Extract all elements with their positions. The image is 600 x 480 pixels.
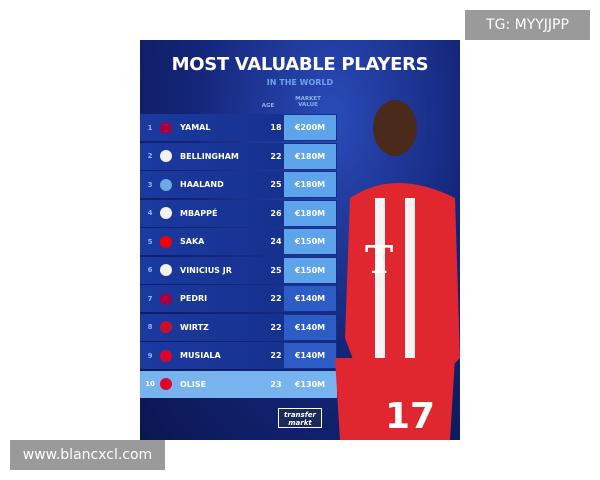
transfermarkt-logo: transfer markt	[278, 408, 322, 428]
player-age: 22	[270, 322, 282, 332]
club-crest-icon	[160, 121, 172, 134]
market-value: €140M	[284, 286, 336, 311]
player-age: 23	[270, 379, 282, 389]
player-age: 25	[270, 265, 282, 275]
market-value: €180M	[284, 200, 336, 226]
club-crest-icon	[160, 321, 172, 333]
club-crest-icon	[160, 349, 172, 362]
watermark-bottom: www.blancxcl.com	[10, 440, 165, 470]
market-value: €150M	[284, 257, 336, 283]
rank: 4	[147, 209, 153, 217]
poster-subtitle: IN THE WORLD	[266, 78, 334, 87]
player-name: HAALAND	[180, 180, 224, 189]
market-value: €140M	[284, 343, 336, 368]
player-name: YAMAL	[180, 123, 211, 132]
player-name: MBAPPÉ	[180, 208, 218, 218]
player-age: 18	[270, 123, 282, 132]
rank: 10	[145, 380, 155, 388]
player-row: 8 WIRTZ 22 €140M	[140, 313, 337, 341]
market-value: €150M	[284, 229, 336, 254]
market-value: €140M	[284, 314, 336, 340]
player-age: 22	[270, 294, 282, 303]
player-name: SAKA	[180, 237, 205, 246]
player-row: 9 MUSIALA 22 €140M	[140, 342, 337, 369]
club-crest-icon	[160, 207, 172, 219]
player-name: VINICIUS JR	[180, 265, 232, 275]
player-age: 22	[270, 351, 282, 360]
player-age: 26	[270, 208, 282, 218]
player-name: PEDRI	[180, 294, 208, 303]
player-name: OLISE	[180, 379, 207, 389]
age-header: AGE	[261, 103, 275, 109]
player-row: 3 HAALAND 25 €180M	[140, 171, 337, 198]
svg-text:17: 17	[385, 396, 435, 437]
rank: 1	[147, 123, 153, 132]
player-row: 6 VINICIUS JR 25 €150M	[140, 256, 337, 284]
player-name: BELLINGHAM	[180, 151, 239, 161]
rank: 3	[147, 180, 153, 189]
player-row: 10 OLISE 23 €130M	[140, 370, 337, 398]
rankings-poster: MOST VALUABLE PLAYERS IN THE WORLD AGE M…	[140, 40, 460, 440]
club-crest-icon	[160, 235, 172, 248]
rank: 8	[147, 323, 153, 331]
rank: 5	[147, 237, 153, 246]
club-crest-icon	[160, 264, 172, 276]
player-photo: 17 T	[335, 100, 460, 440]
rank: 9	[147, 351, 153, 360]
player-name: MUSIALA	[180, 351, 221, 360]
player-row: 4 MBAPPÉ 26 €180M	[140, 199, 337, 227]
player-age: 24	[270, 237, 282, 246]
player-row: 5 SAKA 24 €150M	[140, 228, 337, 255]
player-name: WIRTZ	[180, 322, 209, 332]
rank: 2	[147, 152, 153, 160]
market-value: €200M	[284, 115, 336, 140]
club-crest-icon	[160, 378, 172, 390]
player-age: 25	[270, 180, 282, 189]
rank: 7	[147, 294, 153, 303]
market-value: €130M	[284, 371, 336, 397]
market-value-header: MARKET VALUE	[295, 96, 321, 108]
watermark-top: TG: MYYJJPP	[465, 10, 590, 40]
club-crest-icon	[160, 178, 172, 191]
player-row: 2 BELLINGHAM 22 €180M	[140, 142, 337, 170]
player-row: 7 PEDRI 22 €140M	[140, 285, 337, 312]
rank: 6	[147, 266, 153, 274]
player-age: 22	[270, 151, 282, 161]
market-value: €180M	[284, 143, 336, 169]
svg-text:T: T	[365, 237, 393, 282]
club-crest-icon	[160, 292, 172, 305]
club-crest-icon	[160, 150, 172, 162]
player-row: 1 YAMAL 18 €200M	[140, 114, 337, 141]
poster-title: MOST VALUABLE PLAYERS	[171, 54, 429, 75]
market-value: €180M	[284, 172, 336, 197]
